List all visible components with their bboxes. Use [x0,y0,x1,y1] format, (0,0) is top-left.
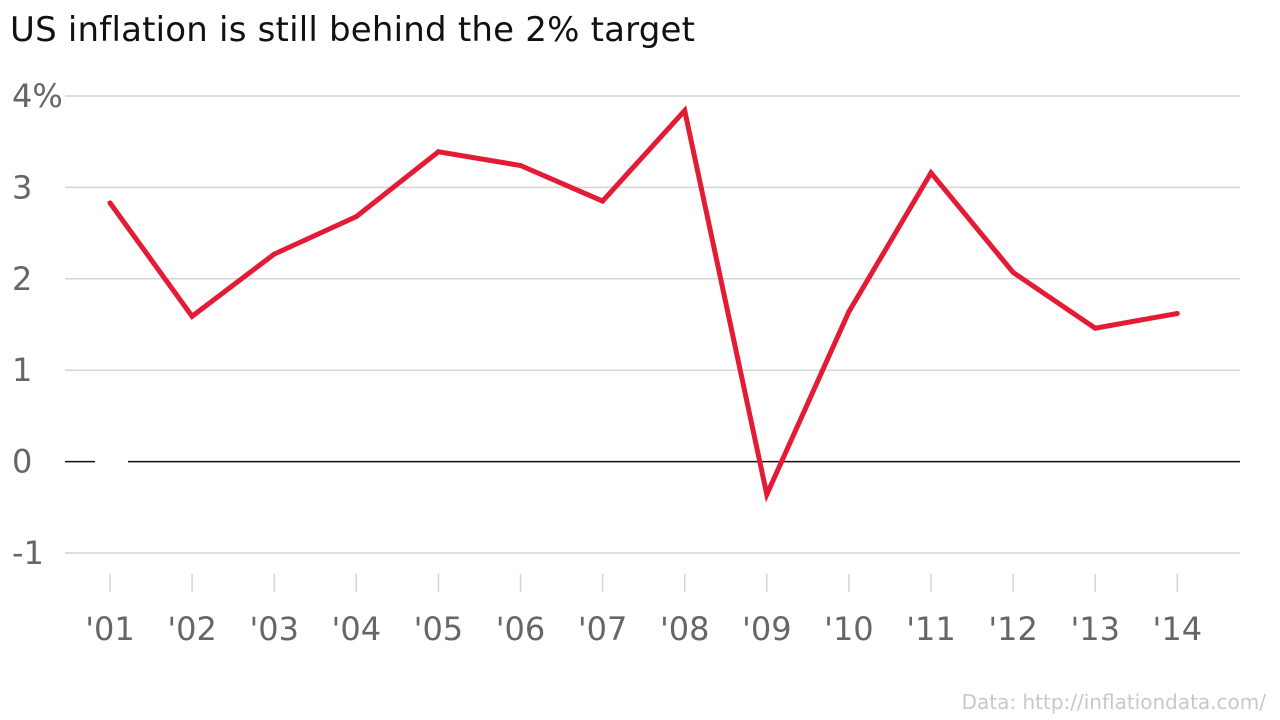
x-tick-label: '12 [988,610,1038,648]
x-tick-label: '10 [824,610,874,648]
data-point [682,108,688,114]
x-tick-label: '11 [906,610,956,648]
series-layer [107,105,1180,503]
y-tick-label: 0 [12,443,32,481]
x-tick-label: '02 [167,610,217,648]
data-point [271,251,277,257]
x-tick-label: '09 [742,610,792,648]
x-tick-label: '08 [660,610,710,648]
data-point [435,149,441,155]
gridlines [65,95,1240,554]
data-point [600,198,606,204]
x-tick-label: '05 [414,610,464,648]
data-point [518,162,523,168]
x-tick-label: '03 [249,610,299,648]
data-point [846,309,852,315]
chart-title: US inflation is still behind the 2% targ… [10,10,696,50]
y-tick-label: 2 [12,260,32,298]
y-tick-label: -1 [12,534,44,572]
y-tick-label: 1 [12,351,32,389]
x-tick-label: '07 [578,610,628,648]
x-tick-label: '13 [1070,610,1120,648]
x-tick-label: '04 [332,610,382,648]
data-point [1092,325,1098,331]
data-point [353,214,359,220]
x-tick-label: '06 [496,610,546,648]
data-point [928,170,934,176]
x-axis-ticks: '01 '02 '03 '04 '05 '06 '07 '08 '09 '10 '11 '12 '13 '… [85,574,1202,648]
inflation-series-line [107,105,1178,503]
y-tick-label: 3 [12,168,32,206]
data-point [107,200,113,206]
data-point [189,313,195,319]
x-tick-label: '01 [85,610,135,648]
data-point [1010,269,1016,275]
y-tick-label: 4% [12,77,63,115]
data-point [764,492,770,498]
y-axis-tick-labels: -1 0 1 2 3 4% [12,77,63,572]
x-tick-label: '14 [1153,610,1203,648]
data-point [1174,311,1180,317]
source-note: Data: http://inflationdata.com/ [961,690,1266,714]
